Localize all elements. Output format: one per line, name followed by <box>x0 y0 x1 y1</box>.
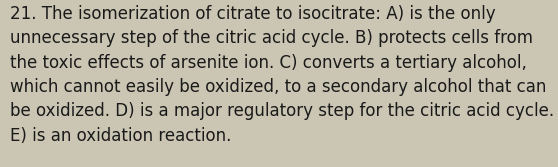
Text: 21. The isomerization of citrate to isocitrate: A) is the only
unnecessary step : 21. The isomerization of citrate to isoc… <box>10 5 554 144</box>
